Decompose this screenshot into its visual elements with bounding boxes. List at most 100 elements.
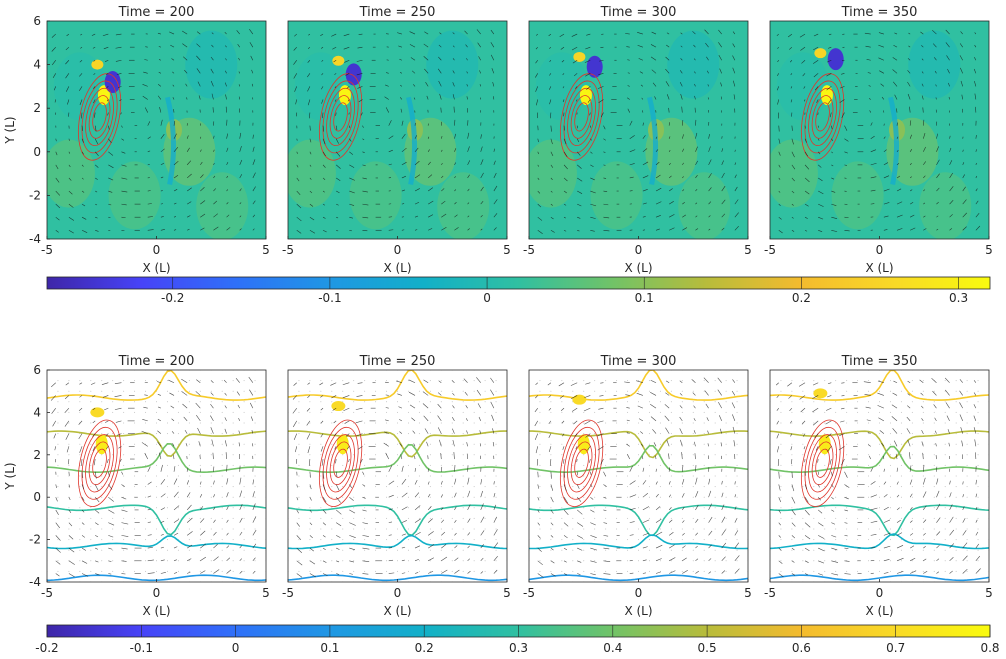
grid-dot [703, 443, 705, 445]
velocity-arrow [343, 33, 350, 37]
panel-title: Time = 250 [359, 5, 436, 20]
velocity-arrow [910, 227, 916, 231]
grid-dot [725, 496, 727, 498]
grid-dot [911, 560, 913, 562]
velocity-arrow [388, 494, 394, 498]
velocity-arrow [910, 570, 917, 574]
grid-dot [638, 507, 639, 509]
velocity-arrow [721, 213, 726, 218]
grid-dot [681, 570, 683, 572]
velocity-arrow [585, 46, 591, 50]
grid-dot [791, 528, 793, 530]
grid-dot [703, 464, 705, 466]
velocity-arrow [549, 46, 552, 49]
x-tick-label: 5 [262, 243, 270, 257]
grid-dot [835, 539, 837, 541]
red-contour [570, 95, 593, 139]
velocity-arrow [296, 573, 303, 578]
velocity-arrow [708, 558, 712, 562]
velocity-arrow [959, 379, 963, 383]
velocity-arrow [775, 382, 779, 386]
grid-dot [364, 496, 366, 498]
velocity-arrow [870, 122, 873, 126]
velocity-arrow [252, 159, 256, 165]
grid-dot [101, 464, 103, 466]
velocity-arrow [92, 46, 96, 49]
grid-dot [418, 475, 420, 477]
velocity-arrow [931, 377, 937, 383]
velocity-arrow [252, 200, 256, 205]
velocity-arrow [466, 442, 468, 447]
velocity-arrow [493, 148, 496, 152]
grid-dot [736, 464, 738, 466]
grid-dot [331, 549, 333, 551]
velocity-arrow [708, 173, 712, 179]
velocity-arrow [239, 215, 242, 218]
velocity-arrow [655, 455, 657, 460]
grid-dot [857, 475, 859, 477]
velocity-arrow [51, 407, 56, 414]
grid-dot [714, 411, 716, 413]
velocity-arrow [105, 420, 109, 423]
velocity-arrow [550, 190, 553, 193]
field-patch [535, 52, 588, 121]
velocity-arrow [239, 504, 243, 511]
grid-dot [364, 422, 366, 424]
velocity-arrow [93, 59, 96, 62]
velocity-arrow [296, 484, 298, 488]
velocity-arrow [55, 151, 58, 156]
grid-dot [780, 539, 782, 541]
grid-dot [572, 517, 574, 519]
grid-dot [813, 517, 815, 519]
grid-dot [846, 401, 848, 403]
grid-dot [824, 422, 826, 424]
velocity-arrow [909, 507, 913, 511]
velocity-arrow [173, 519, 179, 523]
velocity-arrow [879, 430, 885, 434]
red-contour [319, 73, 363, 161]
velocity-arrow [708, 146, 711, 152]
grid-dot [627, 433, 629, 435]
grid-dot [166, 517, 168, 519]
velocity-arrow [147, 481, 152, 485]
grid-dot [364, 454, 366, 456]
velocity-arrow [577, 177, 583, 182]
velocity-arrow [454, 532, 457, 536]
grid-dot [232, 464, 234, 466]
grid-dot [966, 464, 968, 466]
velocity-arrow [309, 484, 312, 490]
grid-dot [309, 507, 311, 509]
grid-dot [791, 464, 793, 466]
grid-dot [462, 411, 464, 413]
grid-dot [561, 475, 563, 477]
velocity-arrow [357, 46, 363, 49]
velocity-arrow [923, 505, 927, 511]
velocity-arrow [655, 481, 658, 485]
grid-dot [210, 539, 212, 541]
grid-dot [648, 507, 650, 509]
velocity-arrow [142, 84, 148, 87]
velocity-arrow [239, 558, 242, 562]
velocity-arrow [480, 186, 484, 192]
velocity-arrow [466, 96, 468, 100]
grid-dot [243, 390, 245, 392]
velocity-arrow [947, 429, 950, 434]
velocity-arrow [829, 458, 832, 465]
velocity-arrow [55, 138, 57, 142]
velocity-arrow [401, 533, 406, 536]
velocity-arrow [946, 415, 950, 422]
velocity-arrow [945, 42, 950, 48]
velocity-arrow [550, 177, 553, 180]
velocity-arrow [828, 33, 832, 36]
velocity-arrow [892, 81, 898, 87]
grid-dot [857, 517, 859, 519]
velocity-arrow [239, 531, 243, 536]
velocity-arrow [187, 558, 192, 562]
grid-dot [79, 570, 81, 572]
velocity-arrow [949, 543, 955, 549]
velocity-arrow [778, 203, 781, 207]
velocity-arrow [804, 230, 808, 232]
grid-dot [221, 443, 223, 445]
red-contour [329, 95, 352, 139]
velocity-arrow [576, 509, 583, 515]
